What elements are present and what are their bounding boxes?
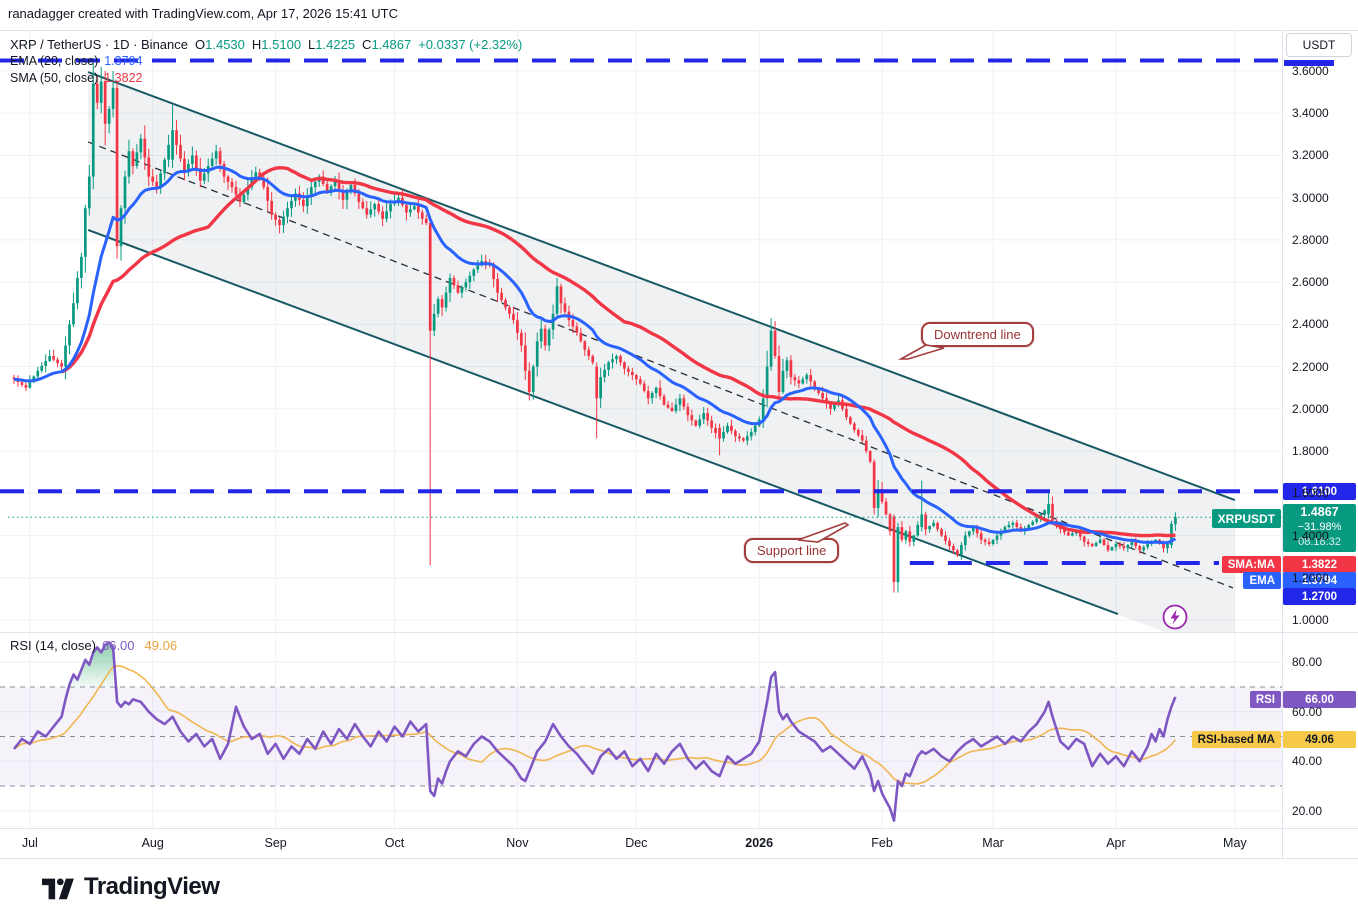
rsi-value-label: 66.00 [1283, 691, 1356, 708]
time-axis-label-Aug[interactable]: Aug [141, 836, 164, 850]
high-key: H [251, 37, 262, 52]
change-percent-value: −31.98% [1297, 521, 1342, 533]
sma-price-label: 1.3822 [1283, 556, 1356, 573]
low-key: L [308, 37, 316, 52]
ema-label[interactable]: EMA (20, close) [10, 54, 99, 68]
rsi-based-ma-line[interactable] [13, 664, 1177, 785]
time-axis-label-Feb[interactable]: Feb [871, 836, 893, 850]
close-key: C [362, 37, 372, 52]
price-tick-label: 1.0000 [1292, 613, 1329, 627]
rsi-overbought-fill [771, 672, 776, 687]
rsi-tag: RSI [1249, 691, 1281, 708]
ema-20-line[interactable] [13, 165, 1177, 545]
time-axis-label-Apr[interactable]: Apr [1106, 836, 1126, 850]
time-axis-top-border [0, 828, 1358, 829]
support-callout-tail [797, 522, 850, 543]
frame-bottom-border [0, 858, 1358, 859]
channel-lower-line[interactable] [87, 229, 1119, 616]
price-tick-label: 2.4000 [1292, 317, 1329, 332]
main-grid [0, 30, 1282, 632]
tradingview-logo-text: TradingView [84, 873, 220, 900]
symbol-tag: XRPUSDT [1211, 509, 1281, 528]
symbol-title-row[interactable]: XRP / TetherUS · 1D · Binance O1.4530 H1.5… [10, 36, 522, 53]
ema-value: 1.3794 [104, 54, 143, 68]
support-line-callout[interactable]: Support line [744, 538, 840, 563]
price-tick-label: 2.8000 [1292, 232, 1329, 247]
change-value: +0.0337 (+2.32%) [418, 37, 523, 52]
rsi-tick-label: 20.00 [1292, 803, 1323, 818]
price-tick-label: 2.2000 [1292, 359, 1329, 374]
price-tick-label: 3.0000 [1292, 190, 1329, 205]
rsi-tick-label: 80.00 [1292, 655, 1323, 670]
rsi-line[interactable] [12, 641, 1177, 822]
clipped-price-label [1284, 60, 1334, 66]
tradingview-logo[interactable]: TradingView [40, 872, 220, 902]
price-label-1.2700: 1.2700 [1283, 588, 1356, 605]
tradingview-logo-icon [42, 878, 74, 900]
price-tick-label: 3.2000 [1292, 148, 1329, 163]
downtrend-line-callout[interactable]: Downtrend line [921, 322, 1034, 347]
last-price-label: 1.4867 −31.98% 08:18:32 [1283, 504, 1356, 552]
time-axis-label-Mar[interactable]: Mar [982, 836, 1004, 850]
sma-tag: SMA:MA [1221, 556, 1281, 573]
rsi-overbought-fill [69, 642, 114, 687]
rsi-ma-value-label: 49.06 [1283, 731, 1356, 748]
rsi-legend[interactable]: RSI (14, close) 66.00 49.06 [10, 638, 177, 653]
downtrend-callout-tail [897, 344, 945, 360]
price-tick-label: 2.6000 [1292, 275, 1329, 290]
time-axis-label-2026[interactable]: 2026 [745, 836, 774, 850]
ema-price-label: 1.3794 [1283, 572, 1356, 589]
ema-tag: EMA [1243, 572, 1281, 589]
time-axis-label-Nov[interactable]: Nov [506, 836, 529, 850]
time-axis-label-May[interactable]: May [1223, 836, 1247, 850]
price-label-1.6100: 1.6100 [1283, 483, 1356, 500]
last-price-value: 1.4867 [1300, 505, 1339, 519]
rsi-ma-tag: RSI-based MA [1191, 731, 1281, 748]
rsi-current-value: 66.00 [101, 638, 135, 653]
bar-countdown: 08:18:32 [1298, 536, 1341, 548]
time-axis-label-Jul[interactable]: Jul [21, 836, 38, 850]
attribution-text: ranadagger created with TradingView.com,… [8, 6, 398, 21]
rsi-ma-current-value: 49.06 [144, 638, 178, 653]
rsi-label[interactable]: RSI (14, close) [10, 638, 96, 653]
rsi-tick-label: 40.00 [1292, 754, 1323, 769]
sma-50-line[interactable] [60, 166, 1176, 538]
channel-fill [88, 72, 1235, 632]
price-tick-label: 3.6000 [1292, 64, 1329, 78]
currency-unit-button[interactable]: USDT [1286, 33, 1352, 57]
pane-divider[interactable] [0, 632, 1358, 633]
open-key: O [195, 37, 206, 52]
open-value: 1.4530 [205, 37, 245, 52]
sma-value: 1.3822 [104, 71, 143, 85]
rsi-pane[interactable] [0, 632, 1282, 828]
lightning-icon[interactable] [1162, 604, 1188, 630]
sma-label[interactable]: SMA (50, close) [10, 71, 99, 85]
ema-legend-row[interactable]: EMA (20, close) 1.3794 [10, 53, 522, 70]
frame-top-border [0, 30, 1358, 31]
main-price-pane[interactable] [0, 30, 1282, 632]
downtrend-dashed-line[interactable] [87, 141, 1234, 589]
chart-legend: XRP / TetherUS · 1D · Binance O1.4530 H1.5… [10, 36, 522, 87]
time-axis-label-Oct[interactable]: Oct [384, 836, 405, 850]
sma-legend-row[interactable]: SMA (50, close) 1.3822 [10, 70, 522, 87]
close-value: 1.4867 [371, 37, 412, 52]
price-axis-border [1282, 30, 1283, 858]
low-value: 1.4225 [315, 37, 356, 52]
price-tick-label: 1.8000 [1292, 444, 1329, 459]
channel-upper-line[interactable] [87, 71, 1236, 502]
price-tick-label: 2.0000 [1292, 401, 1329, 416]
high-value: 1.5100 [261, 37, 302, 52]
symbol-title[interactable]: XRP / TetherUS · 1D · Binance [10, 37, 188, 52]
price-tick-label: 3.4000 [1292, 106, 1329, 121]
time-axis-label-Sep[interactable]: Sep [264, 836, 287, 850]
time-axis-label-Dec[interactable]: Dec [625, 836, 648, 850]
